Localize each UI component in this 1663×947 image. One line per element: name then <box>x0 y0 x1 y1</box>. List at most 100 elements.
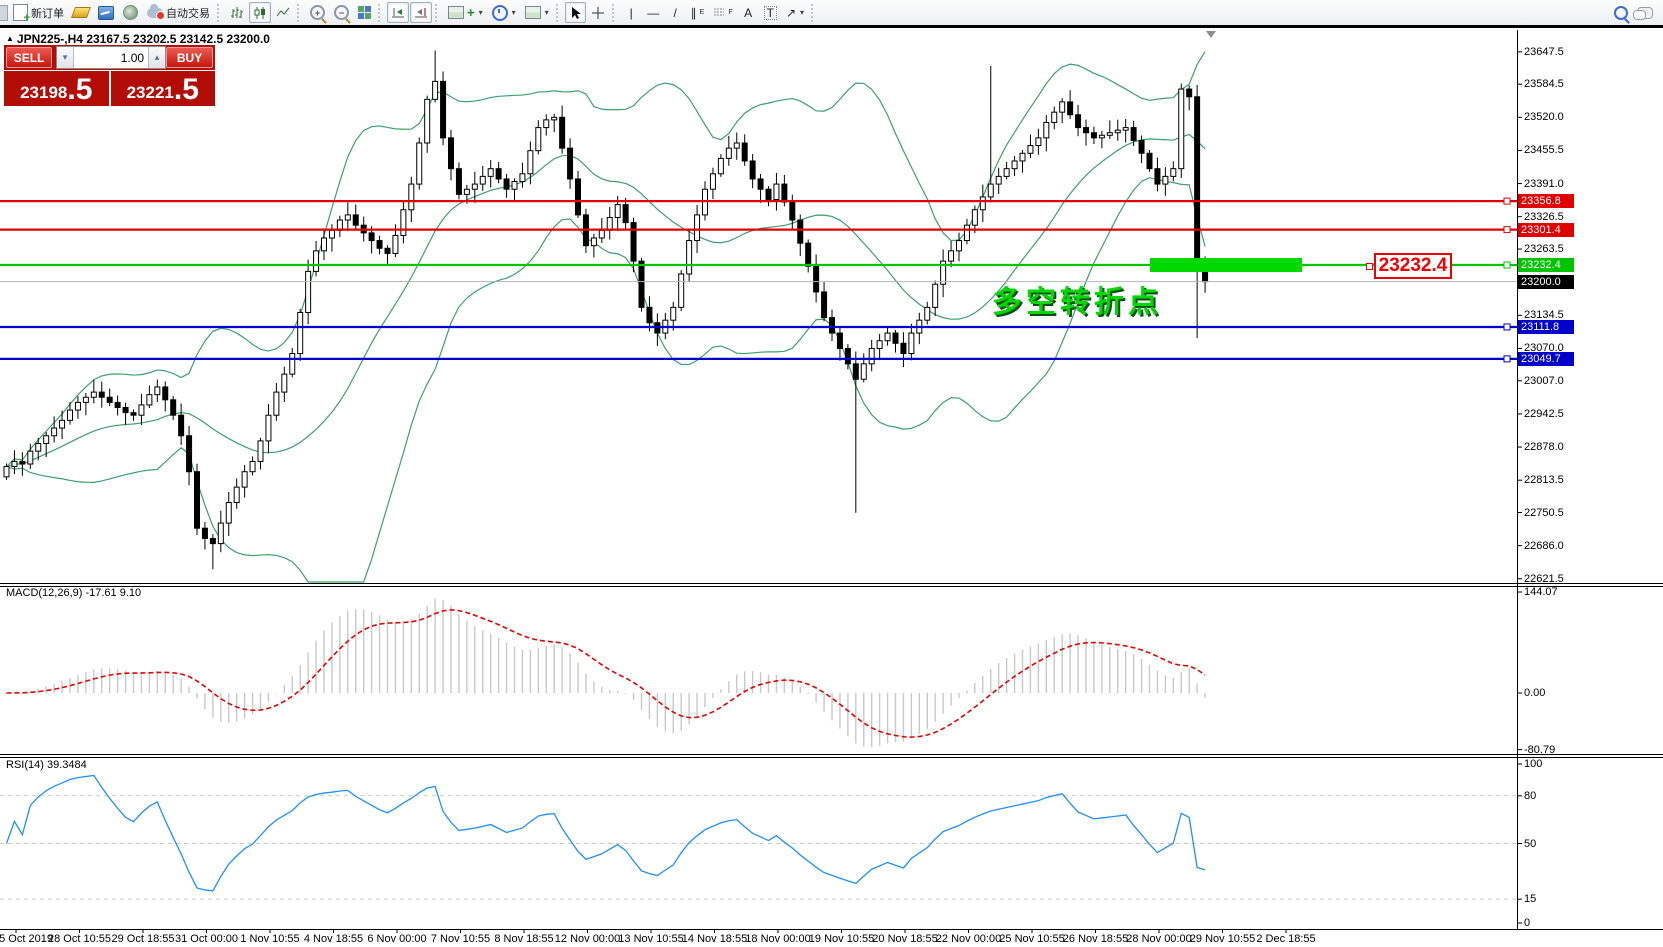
time-axis-label[interactable]: 13 Nov 10:55 <box>618 933 684 945</box>
sound-icon <box>123 5 138 20</box>
text-tool[interactable]: A <box>738 2 759 23</box>
channel-tool[interactable]: ∥ E <box>687 2 709 23</box>
dropdown-icon[interactable]: ▾ <box>544 8 549 17</box>
crosshair-icon <box>591 6 604 19</box>
volume-decrease-button[interactable]: ▾ <box>57 47 75 68</box>
search-button[interactable] <box>1610 2 1632 23</box>
volume-input[interactable] <box>74 47 149 68</box>
vertical-line-icon: | <box>629 5 633 20</box>
price-axis-tick: 22942.5 <box>1524 407 1564 420</box>
time-axis-label[interactable]: 26 Nov 18:55 <box>1062 933 1129 945</box>
line-chart-icon <box>276 7 290 16</box>
highlight-rectangle[interactable] <box>1150 258 1302 273</box>
auto-scroll-button[interactable] <box>387 2 409 23</box>
autotrading-button[interactable]: 自动交易 <box>143 2 214 23</box>
volume-increase-button[interactable]: ▴ <box>148 47 166 68</box>
dropdown-icon[interactable]: ▾ <box>800 7 805 17</box>
chart-shift-marker[interactable] <box>1206 31 1216 38</box>
time-axis-label[interactable]: 29 Nov 10:55 <box>1189 933 1256 945</box>
annotation-text[interactable]: 多空转折点 <box>992 285 1162 320</box>
time-axis-label[interactable]: 22 Nov 00:00 <box>935 933 1002 945</box>
line-price-label[interactable]: 23111.8 <box>1518 319 1574 334</box>
ask-price[interactable]: 23221.5 <box>126 73 199 106</box>
templates-icon <box>524 6 541 19</box>
time-axis-label[interactable]: 4 Nov 18:55 <box>303 933 364 945</box>
channel-icon: ∥ <box>690 5 697 20</box>
time-axis-label[interactable]: 18 Nov 00:00 <box>745 933 811 945</box>
chat-button[interactable] <box>1633 2 1657 23</box>
periods-button[interactable]: ▾ <box>488 2 520 23</box>
time-axis-label[interactable]: 12 Nov 00:00 <box>554 933 621 945</box>
fibonacci-tool[interactable]: F <box>709 2 736 23</box>
eraser-button[interactable] <box>69 2 93 23</box>
time-axis-label[interactable]: 28 Oct 10:55 <box>48 933 111 945</box>
line-price-label[interactable]: 23232.4 <box>1518 258 1574 273</box>
clock-icon <box>491 4 508 21</box>
cursor-icon <box>572 6 582 19</box>
toolbar-grip <box>811 3 817 22</box>
crosshair-button[interactable] <box>587 2 609 23</box>
dropdown-icon[interactable]: ▾ <box>511 8 516 17</box>
line-price-label[interactable]: 23301.4 <box>1518 222 1574 237</box>
line-price-label[interactable]: 23356.8 <box>1518 194 1574 209</box>
buy-button[interactable]: BUY <box>166 47 213 68</box>
toolbar-grip <box>435 3 441 22</box>
time-axis-label[interactable]: 19 Nov 10:55 <box>808 933 875 945</box>
price-axis-tick: 23520.0 <box>1524 111 1564 124</box>
sound-button[interactable] <box>119 2 142 23</box>
macd-histogram <box>13 598 1206 747</box>
candlestick-button[interactable] <box>249 2 271 23</box>
trendline-tool[interactable]: / <box>665 2 686 23</box>
price-tag-label[interactable]: 23232.4 <box>1366 253 1452 279</box>
bid-price[interactable]: 23198.5 <box>4 71 111 106</box>
price-axis-tick: 22621.5 <box>1524 572 1564 585</box>
time-axis-label[interactable]: 25 Nov 10:55 <box>999 933 1065 945</box>
time-axis-label[interactable]: 7 Nov 10:55 <box>430 933 491 945</box>
chart-shift-button[interactable] <box>410 2 432 23</box>
tile-windows-button[interactable] <box>354 2 375 23</box>
indicators-button[interactable]: + ▾ <box>444 2 487 23</box>
expert-advisors-button[interactable] <box>94 2 118 23</box>
window-menu-icon <box>0 4 8 21</box>
cursor-button[interactable] <box>564 2 586 23</box>
trendline-icon: / <box>673 5 677 20</box>
time-axis-label[interactable]: 29 Oct 18:55 <box>111 933 175 945</box>
dropdown-icon[interactable]: ▾ <box>478 8 483 17</box>
time-axis-ticks <box>15 929 1287 933</box>
zoom-out-button[interactable]: − <box>330 2 353 23</box>
zoom-in-button[interactable]: + <box>306 2 329 23</box>
rsi-axis-tick: 50 <box>1524 837 1537 850</box>
toolbar-grip <box>555 3 562 22</box>
time-axis-label[interactable]: 2 Dec 18:55 <box>1256 933 1316 945</box>
time-axis-label[interactable]: 25 Oct 2019 <box>0 933 53 945</box>
horizontal-line-tool[interactable]: — <box>643 2 664 23</box>
time-axis-label[interactable]: 1 Nov 10:55 <box>240 933 300 945</box>
sell-button[interactable]: SELL <box>6 47 53 68</box>
new-order-button[interactable]: 新订单 <box>9 2 68 24</box>
time-axis-label[interactable]: 14 Nov 18:55 <box>681 933 748 945</box>
symbol-period: JPN225-,H4 <box>16 32 83 46</box>
rsi-label: RSI(14) 39.3484 <box>6 759 87 771</box>
time-axis-label[interactable]: 31 Oct 00:00 <box>175 933 238 945</box>
templates-button[interactable]: ▾ <box>521 2 553 23</box>
time-axis-label[interactable]: 20 Nov 18:55 <box>872 933 938 945</box>
auto-scroll-icon <box>392 8 404 18</box>
tile-windows-icon <box>358 6 371 19</box>
line-price-label[interactable]: 23049.7 <box>1518 351 1574 366</box>
arrows-tool[interactable]: ↗ ▾ <box>782 2 808 23</box>
candlestick-icon <box>254 6 265 19</box>
rsi-axis-tick: 0 <box>1524 917 1531 929</box>
line-chart-button[interactable] <box>272 2 294 23</box>
label-tool[interactable]: T <box>760 2 781 23</box>
price-axis-tick: 22750.5 <box>1524 506 1564 519</box>
toolbar-grip <box>297 3 303 22</box>
time-axis-label[interactable]: 28 Nov 00:00 <box>1126 933 1192 945</box>
bar-chart-button[interactable] <box>226 2 248 23</box>
vertical-line-tool[interactable]: | <box>621 2 642 23</box>
toolbar-grip <box>217 3 223 22</box>
collapse-icon[interactable]: ▲ <box>6 34 14 43</box>
time-axis-label[interactable]: 8 Nov 18:55 <box>494 933 554 945</box>
time-axis-label[interactable]: 6 Nov 00:00 <box>367 933 427 945</box>
